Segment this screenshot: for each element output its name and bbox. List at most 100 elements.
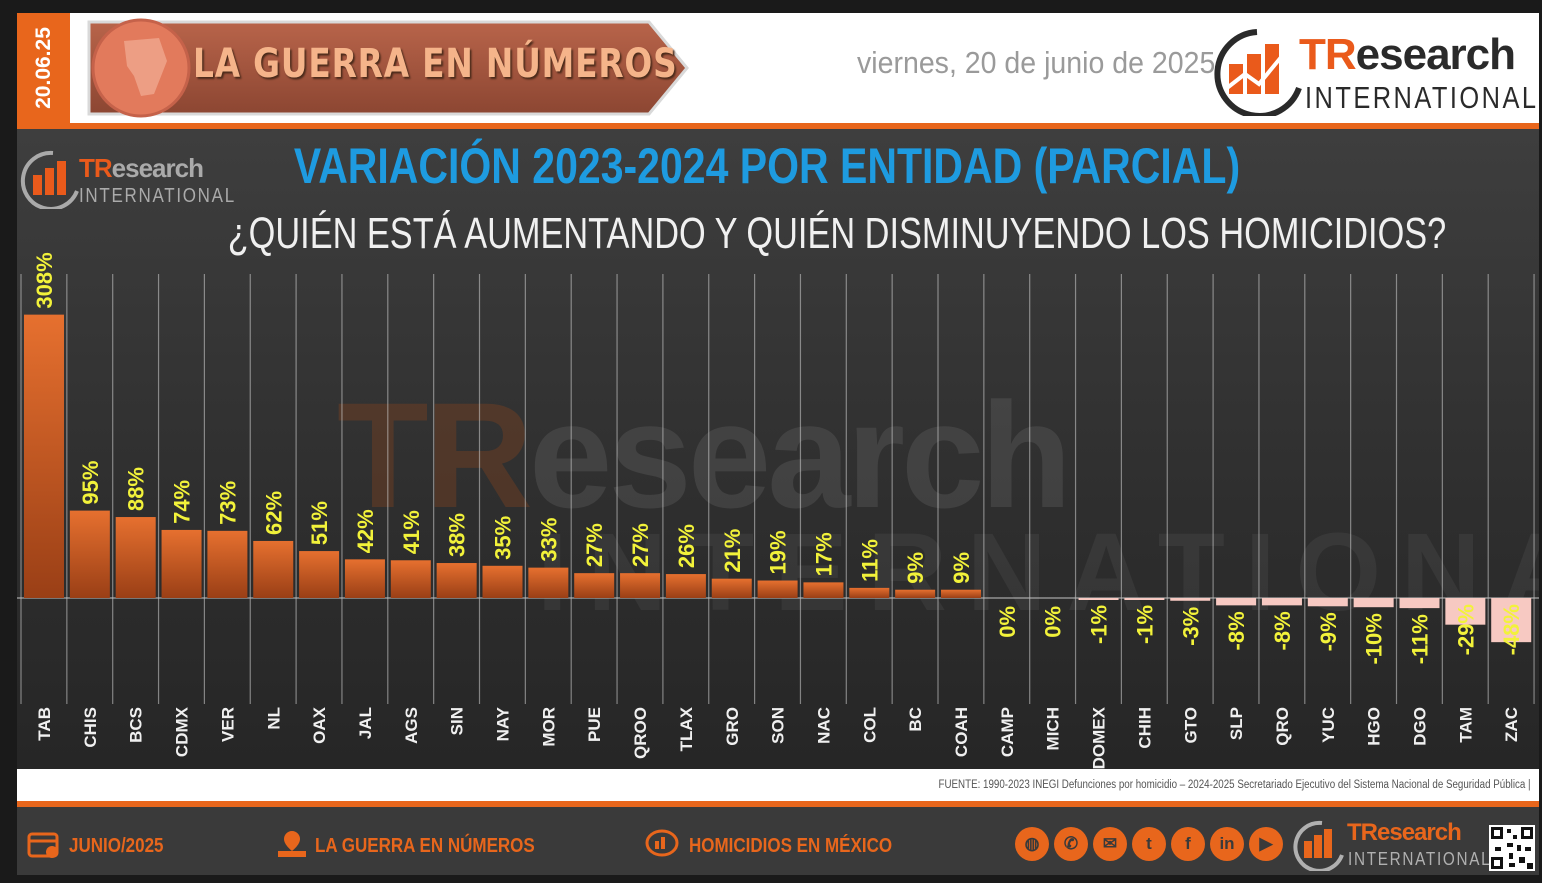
linkedin-icon[interactable]: in bbox=[1210, 827, 1244, 861]
source-text: FUENTE: 1990-2023 INEGI Defunciones por … bbox=[938, 779, 1531, 791]
date-tab-text: 20.06.25 bbox=[31, 27, 55, 109]
watermark-international: INTERNATIONAL bbox=[537, 511, 1539, 634]
value-label: 308% bbox=[32, 252, 57, 308]
facebook-icon[interactable]: f bbox=[1171, 827, 1205, 861]
bar-chart: 308% TAB 95% CHIS 88% BCS 74% CDMX 73% VER 62% NL 51… bbox=[17, 252, 1539, 769]
bar-qroo bbox=[620, 573, 661, 598]
bar-sin bbox=[436, 563, 477, 598]
category-label: OAX bbox=[310, 706, 329, 744]
bar-col bbox=[849, 587, 890, 598]
logo-emblem-icon bbox=[1214, 29, 1302, 119]
bar-slp bbox=[1216, 598, 1257, 606]
footer-logo: TResearch INTERNATIONAL bbox=[1292, 819, 1492, 873]
logo-international: INTERNATIONAL bbox=[1305, 80, 1539, 115]
value-label: 27% bbox=[628, 523, 653, 567]
bar-zac bbox=[1491, 598, 1532, 643]
panel-logo-international: INTERNATIONAL bbox=[79, 185, 236, 207]
bar-qro bbox=[1261, 598, 1302, 606]
value-label: -29% bbox=[1453, 604, 1478, 655]
value-label: 41% bbox=[399, 510, 424, 554]
footer-logo-emblem-icon bbox=[1293, 820, 1344, 873]
footer-date: JUNIO/2025 bbox=[69, 835, 164, 857]
email-icon[interactable]: ✉ bbox=[1093, 827, 1127, 861]
bar-oax bbox=[299, 551, 340, 598]
category-label: CHIH bbox=[1135, 707, 1154, 749]
globe-icon[interactable]: ◍ bbox=[1015, 827, 1049, 861]
value-label: -8% bbox=[1270, 611, 1295, 650]
footer: JUNIO/2025 LA GUERRA EN NÚMEROS HOMICIDI… bbox=[17, 801, 1539, 875]
bar-ver bbox=[207, 530, 248, 598]
category-label: CDMX bbox=[173, 706, 192, 757]
category-label: VER bbox=[218, 707, 237, 742]
footer-section: LA GUERRA EN NÚMEROS bbox=[315, 835, 535, 857]
value-label: 42% bbox=[353, 509, 378, 553]
value-label: 0% bbox=[995, 606, 1020, 638]
value-label: -11% bbox=[1408, 614, 1433, 664]
footer-logo-wordmark: TResearch bbox=[1347, 819, 1462, 846]
category-label: PUE bbox=[585, 707, 604, 742]
category-label: TAM bbox=[1456, 707, 1475, 743]
category-label: DGO bbox=[1411, 707, 1430, 746]
chart-title: VARIACIÓN 2023-2024 POR ENTIDAD (PARCIAL… bbox=[293, 138, 1241, 194]
category-label: GTO bbox=[1181, 707, 1200, 744]
map-pin-icon bbox=[278, 831, 306, 857]
category-label: COAH bbox=[952, 707, 971, 757]
value-label: 88% bbox=[124, 467, 149, 511]
footer-topic: HOMICIDIOS EN MÉXICO bbox=[689, 835, 893, 857]
value-label: 27% bbox=[582, 523, 607, 567]
bar-nac bbox=[803, 582, 844, 598]
value-label: -10% bbox=[1362, 613, 1387, 664]
value-label: 33% bbox=[536, 518, 561, 562]
category-label: BC bbox=[906, 707, 925, 732]
banner-title: LA GUERRA EN NÚMEROS bbox=[193, 41, 678, 87]
banner bbox=[87, 18, 689, 118]
header-divider bbox=[17, 123, 1539, 129]
bar-ags bbox=[390, 560, 431, 598]
youtube-icon[interactable]: ▶ bbox=[1249, 827, 1283, 861]
bar-cdmx bbox=[161, 529, 202, 598]
value-label: 17% bbox=[811, 532, 836, 576]
category-label: GRO bbox=[723, 707, 742, 746]
chart-panel: TResearch INTERNATIONAL TResearch INTERN… bbox=[17, 129, 1539, 769]
category-label: NAY bbox=[494, 706, 513, 741]
value-label: 19% bbox=[766, 530, 791, 574]
bar-tab bbox=[24, 314, 64, 598]
chat-chart-icon bbox=[645, 829, 679, 857]
calendar-icon bbox=[27, 832, 59, 858]
bar-chis bbox=[69, 510, 110, 598]
panel-logo-wordmark: TResearch bbox=[79, 153, 204, 183]
category-label: YUC bbox=[1319, 707, 1338, 743]
category-label: QROO bbox=[631, 707, 650, 759]
bar-chih bbox=[1124, 598, 1165, 600]
bar-jal bbox=[344, 559, 385, 598]
date-text: viernes, 20 de junio de 2025 bbox=[857, 45, 1216, 80]
bar-hgo bbox=[1353, 598, 1394, 608]
value-label: 11% bbox=[857, 539, 882, 582]
category-label: EDOMEX bbox=[1090, 706, 1109, 769]
category-label: TLAX bbox=[677, 706, 696, 751]
bar-mor bbox=[528, 567, 569, 598]
value-label: -9% bbox=[1316, 612, 1341, 651]
value-label: 0% bbox=[1041, 606, 1066, 638]
category-label: NL bbox=[264, 707, 283, 730]
category-label: SIN bbox=[448, 707, 467, 735]
panel-logo: TResearch INTERNATIONAL bbox=[19, 149, 234, 219]
category-label: TAB bbox=[35, 707, 54, 741]
value-label: -1% bbox=[1087, 605, 1112, 644]
bar-gto bbox=[1170, 598, 1211, 601]
bar-yuc bbox=[1307, 598, 1348, 607]
category-label: CAMP bbox=[998, 707, 1017, 757]
bar-coah bbox=[941, 589, 981, 598]
value-label: 73% bbox=[215, 481, 240, 525]
category-label: SLP bbox=[1227, 707, 1246, 740]
value-label: 38% bbox=[445, 513, 470, 557]
category-label: BCS bbox=[127, 707, 146, 743]
category-label: MICH bbox=[1044, 707, 1063, 750]
qr-code-icon[interactable] bbox=[1489, 825, 1535, 871]
value-label: 35% bbox=[491, 516, 516, 560]
phone-icon[interactable]: ✆ bbox=[1054, 827, 1088, 861]
bar-son bbox=[757, 580, 798, 598]
value-label: 95% bbox=[78, 461, 103, 505]
category-label: NAC bbox=[814, 707, 833, 744]
twitter-icon[interactable]: t bbox=[1132, 827, 1166, 861]
